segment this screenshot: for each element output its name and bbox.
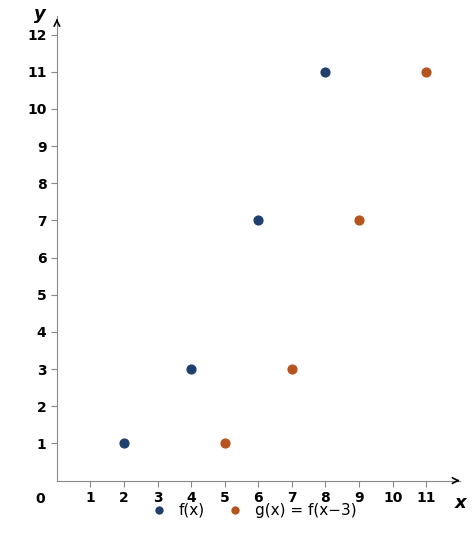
Text: y: y bbox=[34, 5, 46, 23]
Point bbox=[422, 67, 430, 76]
Point bbox=[255, 216, 262, 225]
Text: 0: 0 bbox=[35, 492, 45, 506]
Point bbox=[120, 439, 128, 447]
Point bbox=[355, 216, 363, 225]
Legend: f(x), g(x) = f(x−3): f(x), g(x) = f(x−3) bbox=[137, 497, 363, 524]
Point bbox=[187, 365, 195, 373]
Point bbox=[221, 439, 228, 447]
Text: x: x bbox=[455, 494, 466, 512]
Point bbox=[288, 365, 296, 373]
Point bbox=[322, 67, 329, 76]
